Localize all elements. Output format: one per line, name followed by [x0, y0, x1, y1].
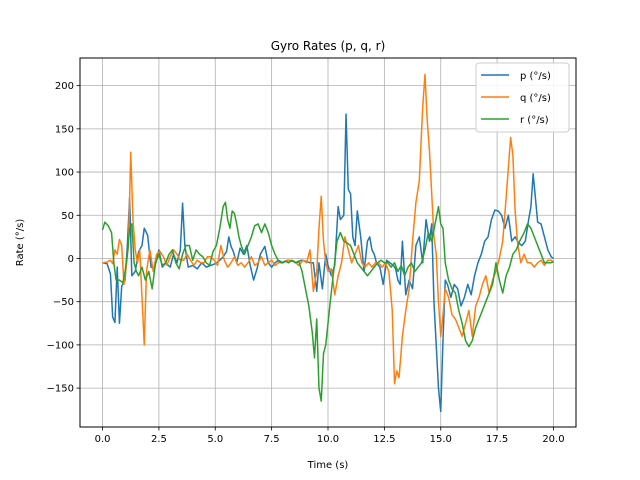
x-tick-label: 7.5	[264, 434, 280, 445]
x-tick-label: 5.0	[207, 434, 223, 445]
y-tick-label: 0	[68, 254, 74, 265]
x-axis-ticks: 0.0 2.5 5.0 7.5 10.0 12.5 15.0 17.5 20.0	[95, 427, 565, 445]
series-lines	[101, 73, 555, 413]
y-tick-label: −100	[47, 340, 74, 351]
chart-title: Gyro Rates (p, q, r)	[271, 39, 386, 53]
x-tick-label: 10.0	[317, 434, 339, 445]
legend: p (°/s) q (°/s) r (°/s)	[475, 62, 570, 133]
x-tick-label: 2.5	[151, 434, 167, 445]
x-tick-label: 20.0	[542, 434, 564, 445]
y-tick-label: 100	[55, 168, 74, 179]
y-tick-label: −150	[47, 384, 74, 395]
x-tick-label: 12.5	[373, 434, 395, 445]
legend-label-r: r (°/s)	[520, 115, 549, 126]
y-tick-label: −50	[53, 297, 74, 308]
series-line-q	[102, 73, 555, 385]
series-line-r	[101, 201, 554, 402]
legend-box	[475, 62, 570, 133]
legend-label-q: q (°/s)	[520, 93, 551, 104]
y-tick-label: 50	[61, 211, 74, 222]
x-tick-label: 0.0	[95, 434, 111, 445]
x-tick-label: 15.0	[430, 434, 452, 445]
y-tick-label: 200	[55, 81, 74, 92]
x-tick-label: 17.5	[486, 434, 508, 445]
legend-label-p: p (°/s)	[520, 71, 551, 82]
y-tick-label: 150	[55, 124, 74, 135]
y-axis-ticks: −150 −100 −50 0 50 100 150 200	[47, 81, 80, 395]
x-axis-label: Time (s)	[307, 460, 349, 471]
y-axis-label: Rate (°/s)	[15, 219, 26, 267]
